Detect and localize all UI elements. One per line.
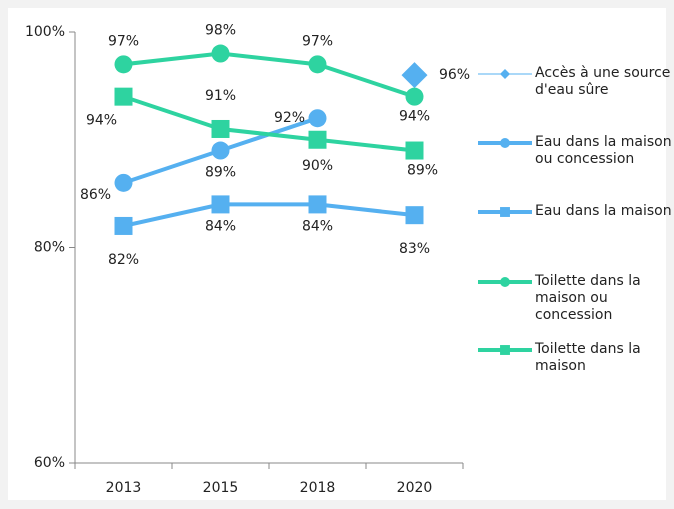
- legend-label: Eau dans la maison ou concession: [535, 134, 672, 167]
- y-tick-label: 100%: [25, 24, 65, 40]
- marker: [308, 130, 327, 149]
- legend-label: Toilette dans la maison: [535, 341, 641, 374]
- data-label: 90%: [302, 158, 333, 174]
- marker: [405, 206, 424, 225]
- marker: [114, 216, 133, 235]
- data-label: 84%: [205, 218, 236, 234]
- marker: [114, 55, 133, 74]
- data-label: 84%: [302, 218, 333, 234]
- x-tick-label: 2013: [106, 480, 142, 496]
- marker: [500, 277, 510, 287]
- marker: [401, 62, 428, 89]
- data-label: 97%: [302, 33, 333, 49]
- series-line: [122, 94, 415, 153]
- x-tick-label: 2020: [397, 480, 433, 496]
- marker: [405, 87, 424, 106]
- data-label: 83%: [399, 241, 430, 257]
- marker: [211, 141, 230, 160]
- marker: [308, 55, 327, 74]
- legend-label: Eau dans la maison: [535, 203, 672, 219]
- marker: [405, 141, 424, 160]
- marker: [308, 109, 327, 128]
- marker: [114, 87, 133, 106]
- data-label: 82%: [108, 252, 139, 268]
- x-tick-label: 2018: [300, 480, 336, 496]
- data-label: 98%: [205, 23, 236, 39]
- data-label: 86%: [80, 187, 111, 203]
- series-line: [123, 202, 415, 228]
- legend-label: Toilette dans la maison ou concession: [535, 273, 641, 323]
- legend-label: Accès à une source d'eau sûre: [535, 65, 671, 98]
- data-label: 94%: [86, 113, 117, 129]
- marker: [211, 119, 230, 138]
- data-label: 96%: [439, 67, 470, 83]
- data-label: 94%: [399, 109, 430, 125]
- x-tick-label: 2015: [203, 480, 239, 496]
- marker: [500, 138, 510, 148]
- marker: [114, 173, 133, 192]
- data-label: 89%: [205, 165, 236, 181]
- marker: [500, 345, 510, 355]
- series-line: [123, 51, 416, 99]
- marker: [211, 195, 230, 214]
- data-label: 91%: [205, 88, 236, 104]
- marker: [500, 207, 510, 217]
- data-label: 89%: [407, 163, 438, 179]
- data-label: 92%: [274, 110, 305, 126]
- data-label: 97%: [108, 33, 139, 49]
- marker: [308, 195, 327, 214]
- y-tick-label: 80%: [34, 240, 65, 256]
- y-tick-label: 60%: [34, 455, 65, 471]
- marker: [500, 69, 510, 79]
- marker: [211, 44, 230, 63]
